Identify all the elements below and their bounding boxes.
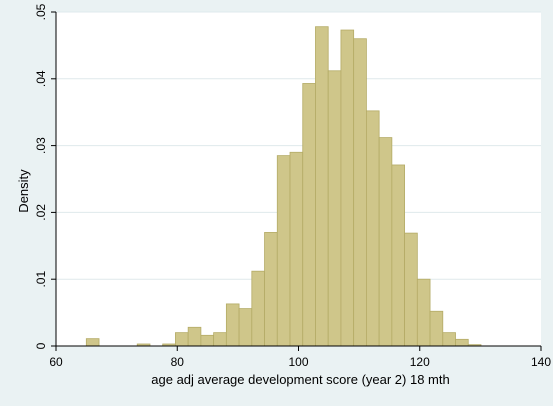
histogram-bar bbox=[238, 308, 253, 347]
x-tick-label: 100 bbox=[288, 355, 308, 369]
histogram-bar bbox=[187, 326, 202, 347]
histogram-bar bbox=[213, 332, 227, 347]
y-tick-label: 0 bbox=[34, 342, 48, 349]
histogram-bar bbox=[315, 26, 329, 347]
histogram-bars bbox=[85, 26, 482, 347]
histogram-bar bbox=[225, 303, 240, 347]
x-tick-label: 80 bbox=[171, 355, 185, 369]
histogram-bar bbox=[455, 338, 469, 347]
histogram-bar bbox=[289, 151, 304, 347]
histogram-bar bbox=[429, 310, 444, 347]
y-tick-label: .05 bbox=[34, 3, 48, 20]
x-tick-label: 120 bbox=[410, 355, 430, 369]
histogram-bar bbox=[378, 137, 393, 347]
histogram-bar bbox=[391, 164, 405, 347]
histogram-bar bbox=[175, 332, 189, 347]
axes: 60 80 100 120 140 0 .01 .02 .03 .04 .05 bbox=[34, 3, 551, 369]
x-tick-label: 140 bbox=[531, 355, 551, 369]
y-axis-label: Density bbox=[16, 169, 31, 213]
x-axis-label: age adj average development score (year … bbox=[151, 372, 449, 387]
histogram-bar bbox=[200, 334, 215, 347]
histogram-bar bbox=[264, 232, 278, 347]
histogram-bar bbox=[302, 83, 316, 347]
histogram-bar bbox=[353, 38, 367, 347]
y-tick-label: .01 bbox=[34, 271, 48, 288]
y-tick-label: .02 bbox=[34, 204, 48, 221]
histogram-bar bbox=[340, 29, 355, 347]
histogram-bar bbox=[327, 70, 342, 347]
histogram-bar bbox=[251, 270, 265, 347]
y-tick-label: .03 bbox=[34, 137, 48, 154]
histogram-bar bbox=[85, 338, 100, 347]
histogram-bar bbox=[416, 278, 431, 347]
histogram-bar bbox=[365, 110, 380, 347]
histogram-bar bbox=[404, 232, 418, 347]
histogram-bar bbox=[442, 332, 456, 347]
histogram-bar bbox=[276, 155, 291, 347]
x-tick-label: 60 bbox=[49, 355, 63, 369]
y-tick-label: .04 bbox=[34, 70, 48, 87]
